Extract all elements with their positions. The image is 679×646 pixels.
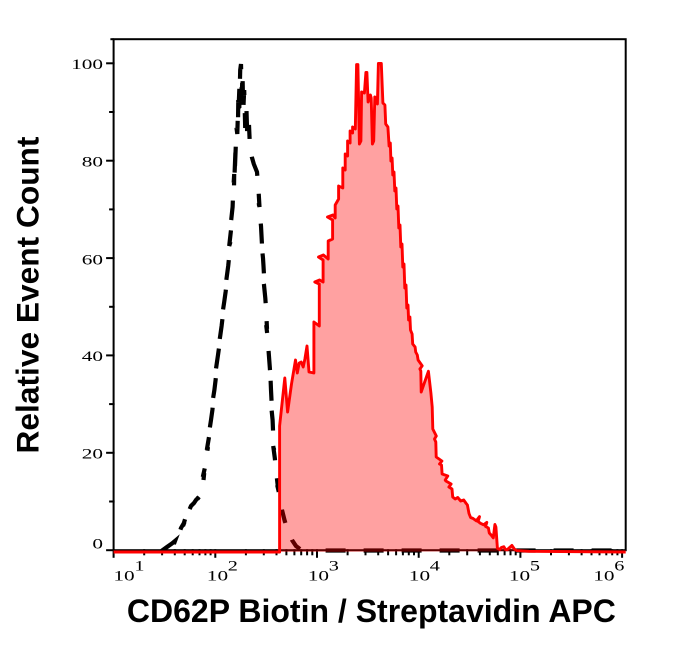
svg-text:80: 80	[82, 153, 103, 169]
svg-text:10: 10	[593, 567, 614, 583]
svg-text:10: 10	[308, 567, 329, 583]
svg-text:60: 60	[82, 251, 103, 267]
svg-text:100: 100	[71, 56, 103, 72]
svg-text:6: 6	[614, 557, 624, 574]
svg-text:3: 3	[329, 557, 339, 574]
svg-text:10: 10	[207, 567, 228, 583]
svg-text:40: 40	[82, 348, 103, 364]
svg-text:20: 20	[82, 445, 103, 461]
svg-text:Relative Event Count: Relative Event Count	[10, 136, 46, 453]
svg-text:CD62P Biotin / Streptavidin AP: CD62P Biotin / Streptavidin APC	[127, 593, 616, 629]
svg-text:5: 5	[530, 557, 540, 574]
svg-text:10: 10	[509, 567, 530, 583]
svg-text:0: 0	[92, 536, 103, 552]
svg-text:10: 10	[113, 567, 134, 583]
svg-text:2: 2	[228, 557, 238, 574]
svg-text:10: 10	[409, 567, 430, 583]
svg-text:4: 4	[430, 557, 440, 574]
svg-text:1: 1	[134, 557, 144, 574]
